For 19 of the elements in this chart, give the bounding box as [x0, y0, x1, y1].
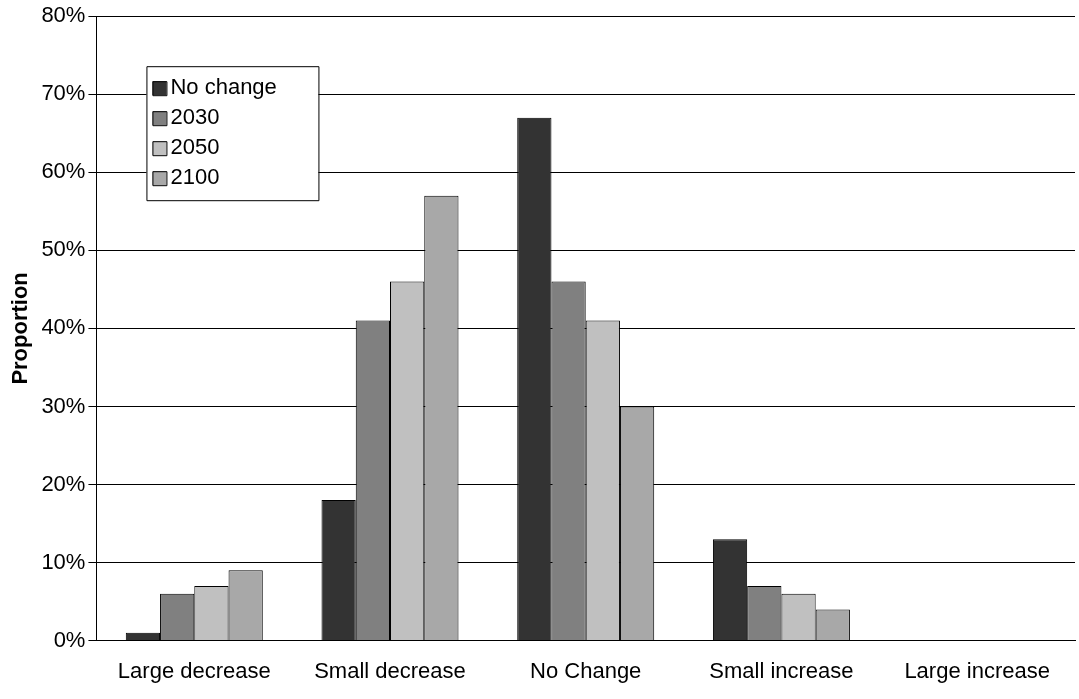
x-tick-label: No Change: [530, 657, 642, 683]
y-tick-label: 0%: [53, 626, 86, 652]
x-tick-label: Small increase: [709, 657, 854, 683]
legend-label: 2030: [170, 104, 220, 130]
y-tick-label: 60%: [41, 158, 86, 184]
legend-label: 2050: [170, 134, 220, 160]
y-tick-label: 80%: [41, 2, 86, 28]
y-tick-label: 50%: [41, 236, 86, 262]
y-tick-label: 20%: [41, 470, 86, 496]
legend-label: No change: [170, 74, 277, 100]
y-axis-title: Proportion: [7, 272, 33, 385]
x-tick-label: Large decrease: [117, 657, 271, 683]
x-tick-label: Large increase: [904, 657, 1050, 683]
y-tick-label: 10%: [41, 548, 86, 574]
y-tick-label: 30%: [41, 392, 86, 418]
y-tick-label: 40%: [41, 314, 86, 340]
y-tick-label: 70%: [41, 80, 86, 106]
legend-label: 2100: [170, 164, 220, 190]
x-tick-label: Small decrease: [314, 657, 466, 683]
